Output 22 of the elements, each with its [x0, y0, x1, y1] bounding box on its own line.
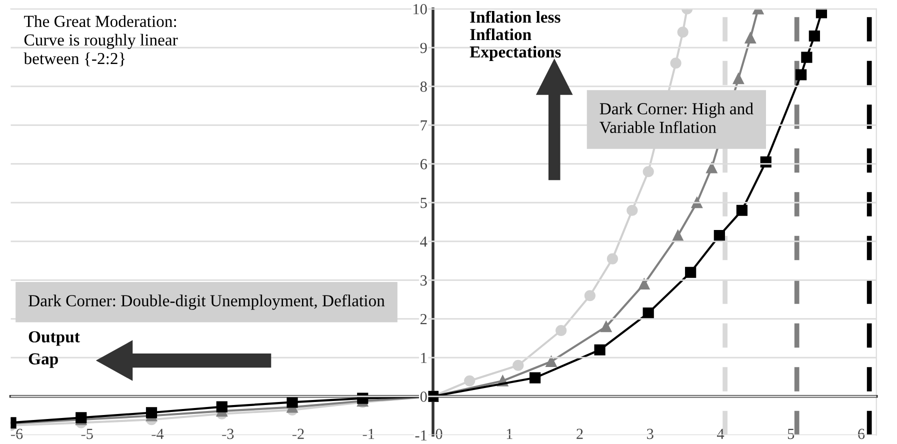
y-tick-label: 7	[420, 120, 428, 130]
y-tick-label: 9	[420, 42, 427, 54]
y-tick-label: 5	[420, 198, 427, 208]
x-tick-label: 3	[647, 428, 654, 440]
y-tick-label: 6	[420, 159, 427, 170]
annotation: The Great Moderation: Curve is roughly linear between {-2:2}	[24, 15, 178, 66]
x-tick-label: 0	[436, 428, 442, 440]
y-axis-title: Inflation less Inflation Expectations	[470, 10, 561, 61]
x-tick-label: 1	[506, 428, 512, 439]
y-tick-label: 3	[420, 275, 427, 286]
annotation: Dark Corner: High and Variable Inflation	[600, 102, 754, 134]
y-tick-label: 8	[420, 82, 427, 92]
annotation: Dark Corner: Double-digit Unemployment, Deflation	[28, 294, 385, 310]
y-tick-label: 0	[420, 392, 427, 402]
x-tick-label: 5	[788, 428, 794, 440]
x-axis-title: Output Gap	[28, 331, 80, 368]
y-tick-label: 10	[414, 4, 427, 14]
y-tick-label: 1	[421, 352, 427, 363]
y-tick-label: 2	[420, 314, 427, 324]
x-tick-label: 4	[716, 428, 724, 439]
y-tick-label: 4	[420, 236, 428, 247]
x-tick-label: 2	[576, 428, 583, 439]
